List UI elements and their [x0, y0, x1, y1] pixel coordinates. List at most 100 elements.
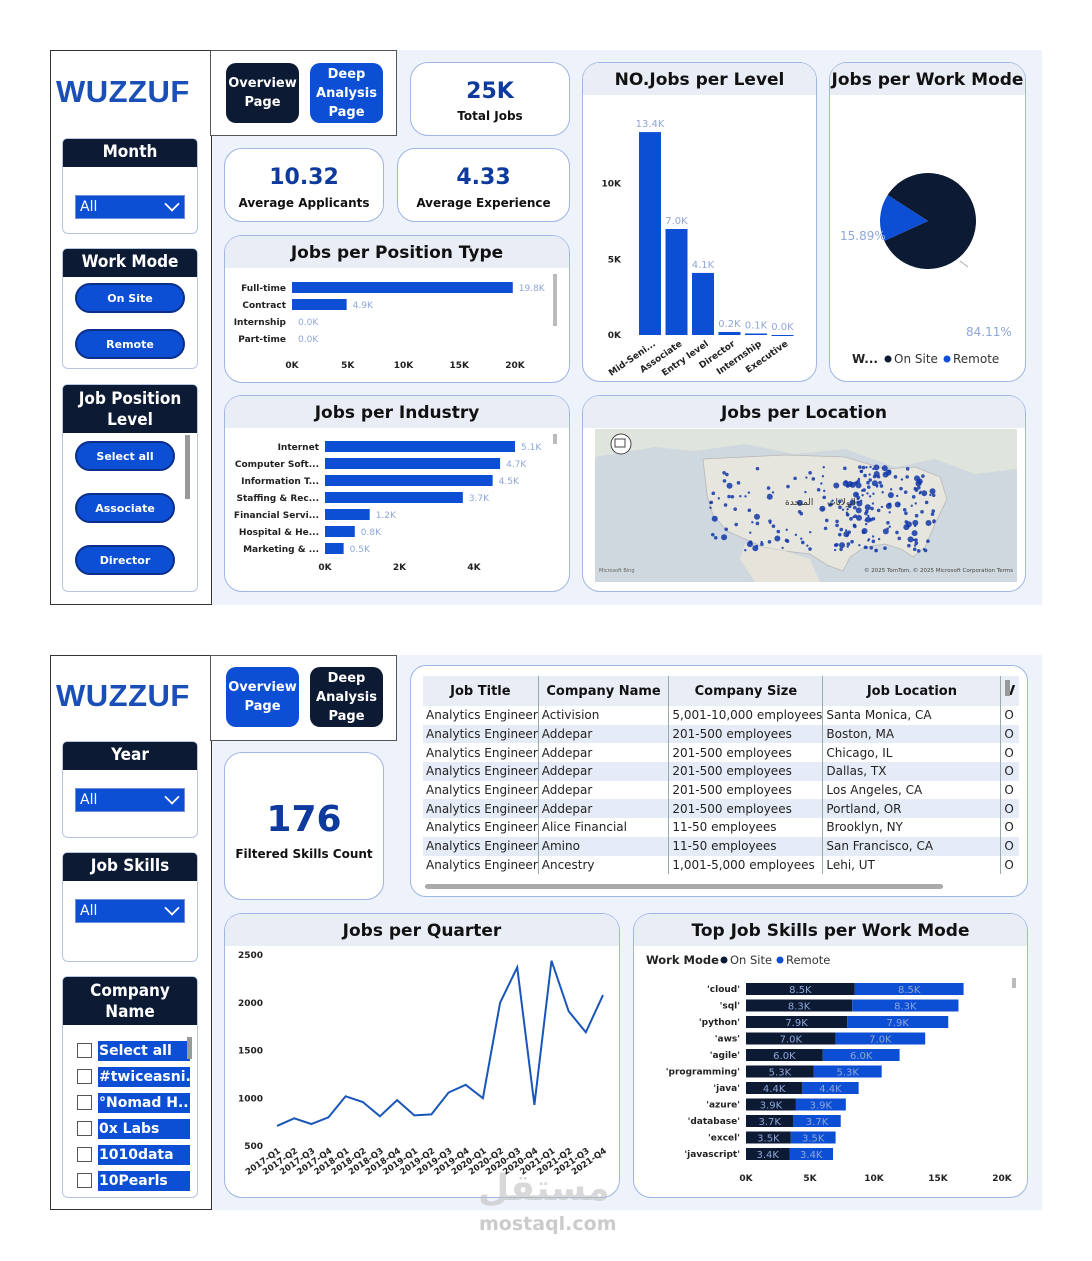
- deep-analysis-page-button[interactable]: Deep Analysis Page: [310, 63, 383, 123]
- company-option[interactable]: #twiceasni...: [98, 1067, 190, 1087]
- data-label: 0.8K: [361, 528, 382, 538]
- location-point: [881, 465, 888, 472]
- location-point: [831, 499, 834, 502]
- location-point: [734, 522, 739, 527]
- company-checkbox[interactable]: [77, 1121, 92, 1136]
- company-checkbox[interactable]: [77, 1095, 92, 1110]
- location-point: [833, 548, 837, 552]
- skills-work-mode-card: Top Job Skills per Work Mode Work Mode On…: [633, 913, 1028, 1198]
- table-row[interactable]: Analytics Engineer Alice Financial 11-50 e…: [423, 818, 1019, 837]
- location-point: [800, 537, 803, 540]
- company-scrollbar[interactable]: [187, 1037, 192, 1059]
- average-applicants-value: 10.32: [269, 165, 339, 190]
- location-point: [924, 500, 929, 505]
- company-checkbox[interactable]: [77, 1147, 92, 1162]
- col-job-location[interactable]: Job Location: [822, 676, 1002, 706]
- table-cell: Analytics Engineer: [423, 836, 539, 856]
- year-slicer-title: Year: [63, 742, 197, 770]
- location-point: [903, 490, 908, 494]
- company-checkbox[interactable]: [77, 1043, 92, 1058]
- jobs-table-card: Job Title Company Name Company Size Job …: [410, 665, 1028, 897]
- work-mode-option-remote[interactable]: Remote: [75, 329, 185, 359]
- bar: [325, 458, 501, 469]
- table-row[interactable]: Analytics Engineer Amino 11-50 employees Sa…: [423, 836, 1019, 856]
- location-point: [739, 495, 742, 498]
- position-type-card: Jobs per Position Type Full-time 19.8K Con…: [224, 235, 570, 383]
- industry-scrollbar[interactable]: [553, 434, 557, 444]
- location-point: [766, 493, 773, 500]
- location-point: [916, 549, 921, 553]
- location-point: [866, 485, 871, 489]
- overview-page-button[interactable]: Overview Page: [226, 63, 299, 123]
- job-level-option-select-all[interactable]: Select all: [75, 441, 175, 471]
- table-vertical-scrollbar[interactable]: [1005, 680, 1010, 696]
- table-row[interactable]: Analytics Engineer Activision 5,001-10,000…: [423, 706, 1019, 725]
- location-point: [929, 493, 932, 497]
- overview-page-button[interactable]: Overview Page: [226, 667, 299, 727]
- bar: [835, 1032, 926, 1045]
- x-tick-label: 2K: [393, 563, 407, 573]
- table-row[interactable]: Analytics Engineer Addepar 201-500 employe…: [423, 799, 1019, 819]
- location-map[interactable]: المتحدة الولايات Microsoft Bing © 2025 TomT…: [595, 429, 1017, 582]
- location-point: [829, 502, 834, 506]
- location-point: [753, 513, 760, 520]
- table-horizontal-scrollbar[interactable]: [425, 884, 943, 889]
- company-option[interactable]: 10Pearls: [98, 1171, 190, 1191]
- x-tick-label: 0K: [285, 361, 299, 371]
- company-checkbox[interactable]: [77, 1069, 92, 1084]
- company-option[interactable]: 0x Labs: [98, 1119, 190, 1139]
- bar: [746, 1098, 796, 1111]
- location-point: [895, 530, 899, 535]
- deep-analysis-page-button[interactable]: Deep Analysis Page: [310, 667, 383, 727]
- col-job-title[interactable]: Job Title: [423, 676, 539, 706]
- job-skills-slicer: Job Skills All: [62, 852, 198, 962]
- table-row[interactable]: Analytics Engineer Ancestry 1,001-5,000 em…: [423, 855, 1019, 875]
- job-level-option-director[interactable]: Director: [75, 545, 175, 575]
- data-label: 8.3K: [788, 1002, 811, 1013]
- data-label: 5.3K: [769, 1068, 792, 1079]
- col-company-name[interactable]: Company Name: [538, 676, 670, 706]
- col-company-size[interactable]: Company Size: [668, 676, 824, 706]
- x-tick-label: 20K: [505, 361, 526, 371]
- location-point: [855, 493, 858, 496]
- company-checkbox[interactable]: [77, 1173, 92, 1188]
- data-label: 6.0K: [773, 1051, 796, 1062]
- bar: [790, 1131, 836, 1144]
- location-point: [776, 529, 781, 534]
- table-row[interactable]: Analytics Engineer Addepar 201-500 employe…: [423, 762, 1019, 781]
- location-point: [872, 492, 875, 495]
- company-option[interactable]: 1010data: [98, 1145, 190, 1165]
- location-point: [907, 543, 911, 548]
- position-type-chart: Full-time 19.8K Contract 4.9K Internship 0.0K…: [234, 282, 546, 371]
- location-point: [895, 494, 899, 498]
- table-cell: Santa Monica, CA: [822, 706, 1002, 725]
- location-point: [793, 476, 797, 481]
- location-point: [866, 480, 870, 485]
- category-label: Contract: [242, 301, 286, 311]
- location-point: [710, 532, 715, 537]
- table-row[interactable]: Analytics Engineer Addepar 201-500 employe…: [423, 743, 1019, 763]
- bar: [325, 492, 463, 503]
- location-point: [874, 548, 878, 553]
- x-tick-label: 0K: [739, 1174, 753, 1184]
- category-label: Marketing & ...: [243, 545, 319, 555]
- company-option[interactable]: Select all: [98, 1041, 190, 1061]
- y-tick-label: 1500: [238, 1047, 263, 1057]
- job-level-option-associate[interactable]: Associate: [75, 493, 175, 523]
- legend-marker: [776, 956, 784, 964]
- year-dropdown[interactable]: All: [75, 788, 185, 812]
- work-mode-option-on-site[interactable]: On Site: [75, 283, 185, 313]
- location-point: [771, 524, 776, 528]
- location-point: [905, 521, 912, 528]
- position-type-scrollbar[interactable]: [553, 274, 557, 326]
- location-point: [838, 505, 842, 510]
- table-cell: Analytics Engineer: [423, 724, 539, 744]
- company-option[interactable]: °Nomad H...: [98, 1093, 190, 1113]
- table-cell: 5,001-10,000 employees: [668, 706, 824, 725]
- mexico-land: [740, 544, 820, 582]
- job-skills-dropdown[interactable]: All: [75, 899, 185, 923]
- table-row[interactable]: Analytics Engineer Addepar 201-500 employe…: [423, 724, 1019, 744]
- month-dropdown[interactable]: All: [75, 195, 185, 219]
- job-level-scrollbar[interactable]: [185, 435, 190, 499]
- table-row[interactable]: Analytics Engineer Addepar 201-500 employe…: [423, 780, 1019, 800]
